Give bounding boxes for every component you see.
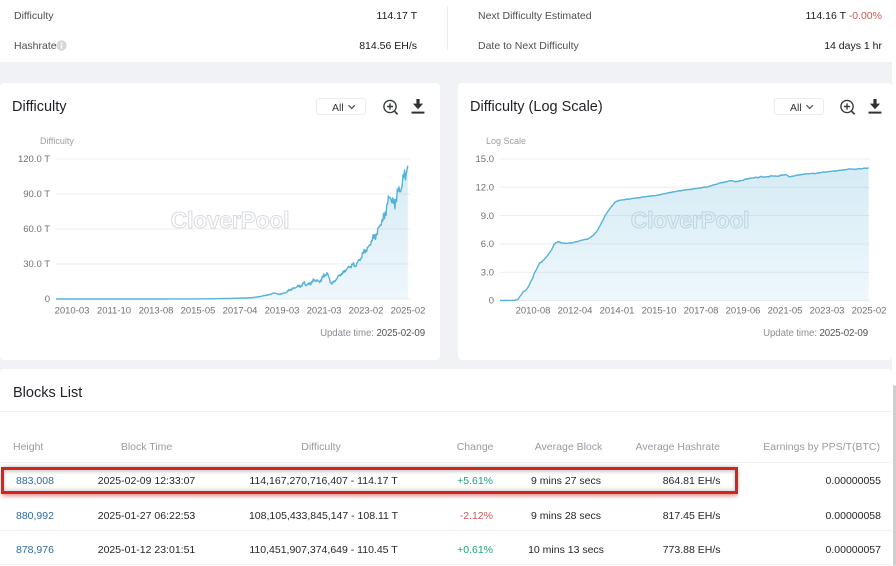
- svg-text:2025-02: 2025-02: [391, 306, 426, 317]
- svg-text:6.0: 6.0: [481, 239, 494, 250]
- svg-text:CloverPool: CloverPool: [171, 207, 289, 233]
- svg-text:9.0: 9.0: [481, 211, 494, 222]
- svg-text:2021-03: 2021-03: [307, 306, 342, 317]
- svg-text:2015-05: 2015-05: [181, 306, 216, 317]
- svg-text:2014-01: 2014-01: [600, 306, 635, 317]
- svg-text:2023-02: 2023-02: [349, 306, 384, 317]
- svg-text:2010-03: 2010-03: [55, 306, 90, 317]
- svg-text:2019-06: 2019-06: [726, 306, 761, 317]
- svg-text:0: 0: [489, 296, 494, 307]
- svg-text:2011-10: 2011-10: [97, 306, 131, 317]
- svg-text:12.0: 12.0: [476, 183, 495, 194]
- svg-text:120.0 T: 120.0 T: [18, 154, 50, 165]
- svg-text:3.0: 3.0: [481, 267, 494, 278]
- svg-text:2017-08: 2017-08: [684, 306, 719, 317]
- svg-text:2010-08: 2010-08: [516, 306, 551, 317]
- svg-text:90.0 T: 90.0 T: [23, 189, 50, 200]
- svg-text:2012-04: 2012-04: [558, 306, 593, 317]
- svg-text:60.0 T: 60.0 T: [23, 224, 50, 235]
- svg-text:2025-02: 2025-02: [852, 306, 887, 317]
- svg-text:2013-08: 2013-08: [139, 306, 174, 317]
- svg-text:2017-04: 2017-04: [223, 306, 258, 317]
- svg-text:2021-05: 2021-05: [768, 306, 803, 317]
- svg-text:30.0 T: 30.0 T: [23, 259, 50, 270]
- svg-text:2019-03: 2019-03: [265, 306, 300, 317]
- svg-text:2023-03: 2023-03: [810, 306, 845, 317]
- svg-text:0: 0: [45, 294, 50, 305]
- svg-text:2015-10: 2015-10: [642, 306, 677, 317]
- svg-text:15.0: 15.0: [476, 154, 495, 165]
